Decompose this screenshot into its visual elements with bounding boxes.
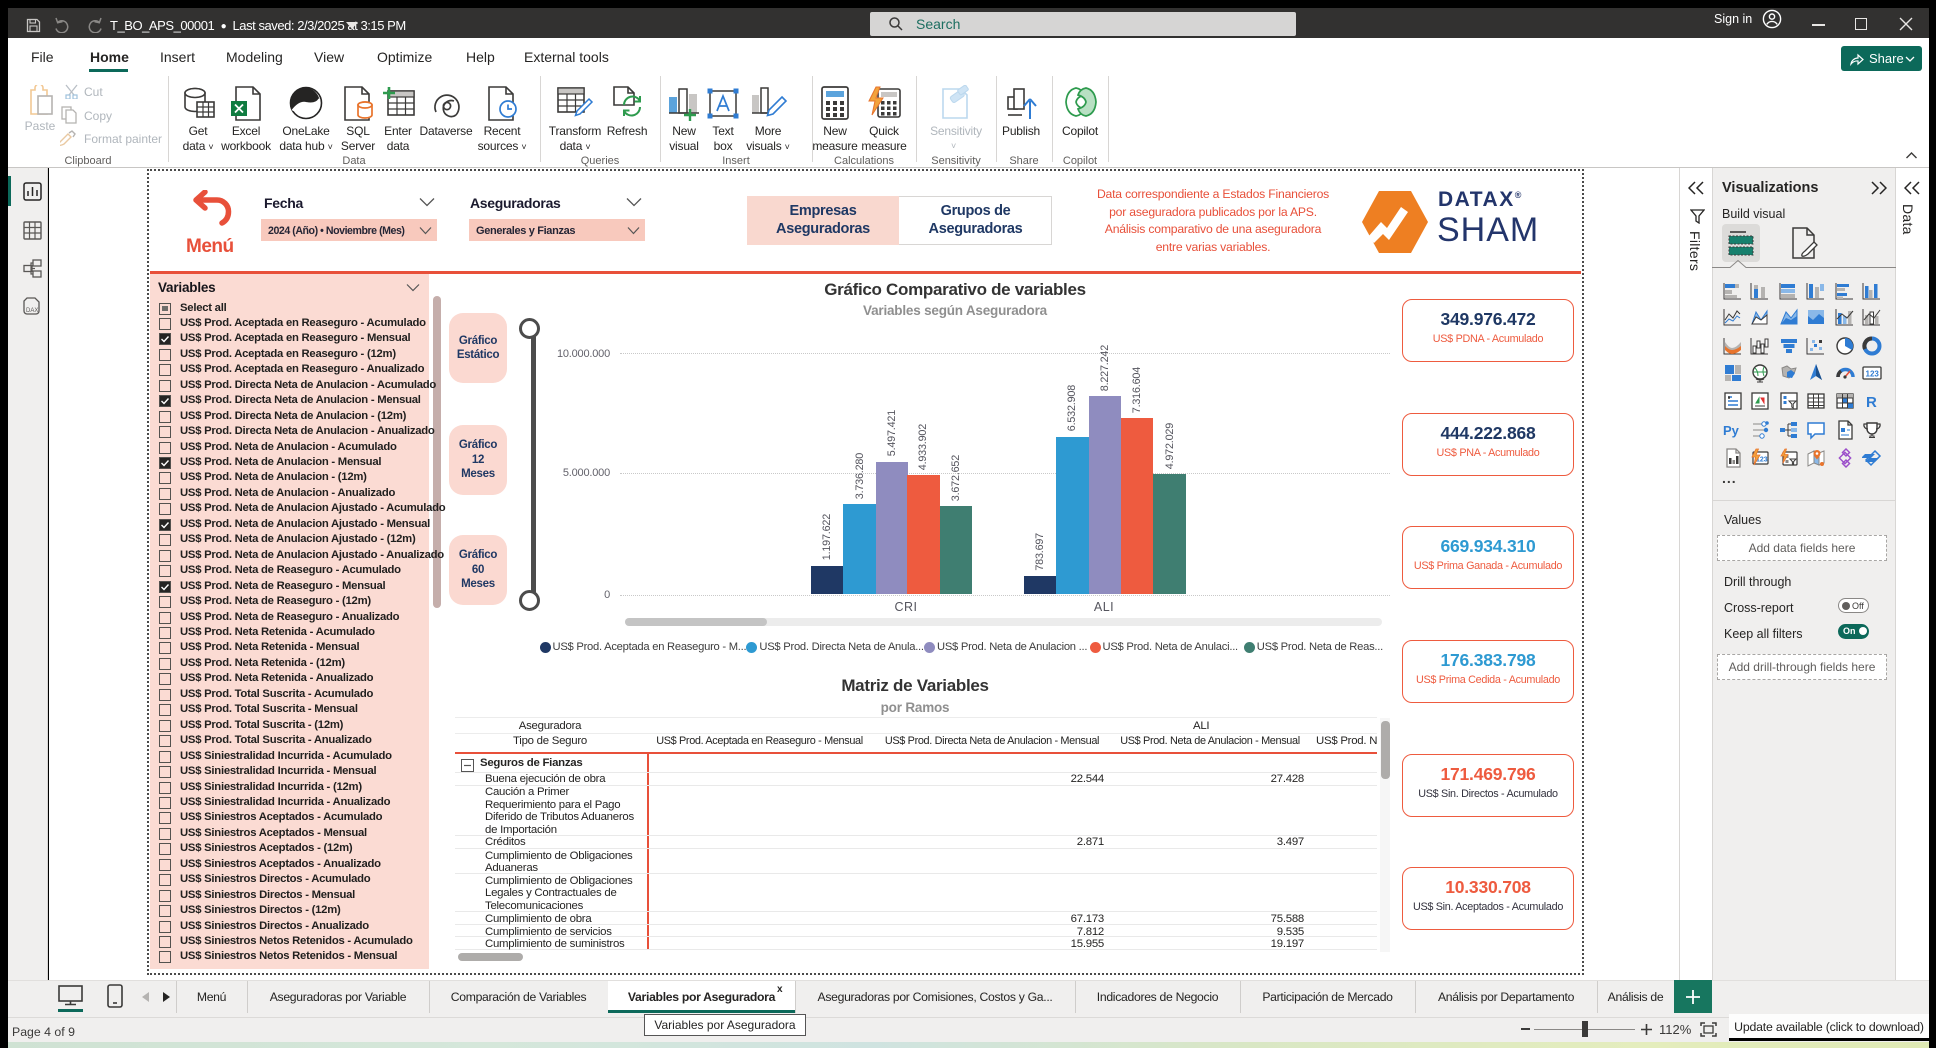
svg-text:DAX: DAX xyxy=(26,308,38,314)
svg-text:123: 123 xyxy=(1866,370,1880,379)
svg-text:123: 123 xyxy=(1756,456,1768,463)
svg-text:R: R xyxy=(1866,394,1877,411)
svg-text:Py: Py xyxy=(1723,423,1740,438)
